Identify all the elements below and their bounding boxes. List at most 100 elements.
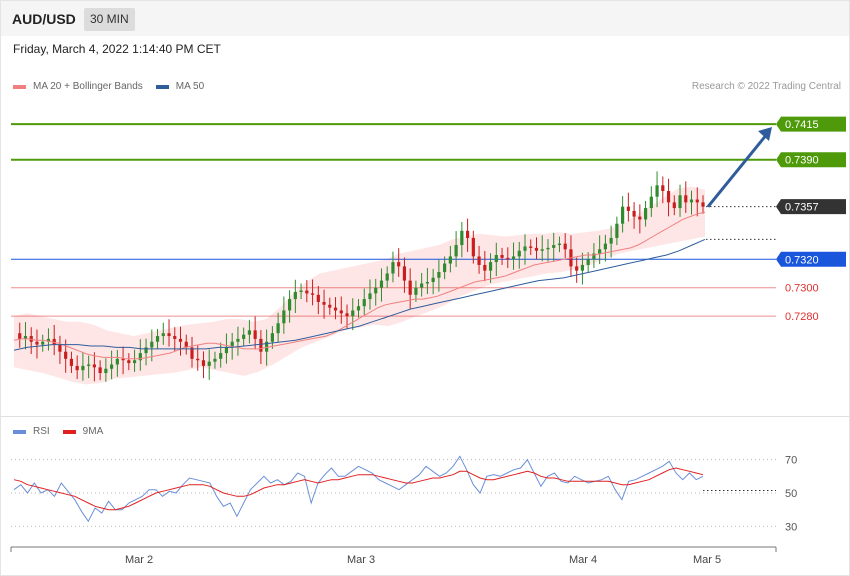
candle-body — [414, 287, 418, 295]
candle-body — [219, 353, 223, 359]
candle-body — [138, 353, 142, 361]
candle-body — [339, 310, 343, 314]
candle-body — [161, 333, 165, 337]
legend-item-9ma: 9MA — [62, 426, 104, 437]
candle-body — [127, 360, 131, 364]
candle-body — [115, 358, 119, 365]
candle-body — [500, 255, 504, 258]
candle-body — [701, 202, 705, 207]
candle-body — [443, 263, 447, 273]
candle-body — [362, 299, 366, 307]
level-label-1: 0.7390 — [785, 155, 819, 167]
candle-body — [483, 264, 487, 271]
candle-body — [460, 230, 464, 246]
candle-body — [575, 266, 579, 271]
rsi-tick-label-30: 30 — [785, 521, 797, 533]
legend-label-ma50: MA 50 — [175, 81, 205, 92]
candle-body — [448, 256, 452, 264]
ma20-line — [13, 211, 706, 360]
candle-body — [649, 196, 653, 209]
level-tag-0 — [776, 116, 846, 132]
candle-body — [695, 199, 699, 203]
candle-body — [603, 243, 607, 250]
level-label-5: 0.7280 — [785, 311, 819, 323]
candle-body — [397, 262, 401, 267]
rsi-tick-label-70: 70 — [785, 455, 797, 467]
legend-item-ma20: MA 20 + Bollinger Bands — [13, 81, 143, 92]
candle-body — [684, 195, 688, 203]
candle-body — [35, 341, 39, 345]
candle-body — [408, 280, 412, 295]
level-label-3: 0.7320 — [785, 254, 819, 266]
rsi-series-rsi — [13, 455, 704, 523]
candle-body — [276, 323, 280, 334]
x-tick-label-0: Mar 2 — [125, 554, 153, 566]
level-tag-1 — [776, 152, 846, 168]
ma50-line — [13, 238, 706, 351]
candle-body — [150, 341, 154, 348]
rsi-series-9ma — [13, 467, 704, 511]
candle-body — [322, 301, 326, 305]
candle-body — [563, 243, 567, 250]
candle-body — [557, 243, 562, 246]
timestamp: Friday, March 4, 2022 1:14:40 PM CET — [13, 42, 221, 56]
candle-body — [368, 293, 372, 300]
candle-body — [523, 246, 527, 251]
level-label-2: 0.7357 — [785, 202, 819, 214]
candle-body — [196, 358, 200, 361]
legend-label-9ma: 9MA — [82, 426, 104, 437]
candle-body — [678, 195, 682, 209]
candle-body — [333, 307, 338, 311]
candle-body — [431, 277, 435, 283]
candle-body — [351, 310, 355, 317]
x-tick-label-1: Mar 3 — [347, 554, 375, 566]
candle-body — [420, 283, 424, 288]
candle-body — [104, 368, 108, 374]
candle-body — [224, 347, 229, 354]
candle-body — [592, 253, 596, 260]
price-legend: MA 20 + Bollinger Bands MA 50 — [13, 81, 217, 92]
candle-body — [465, 230, 470, 238]
timeframe-badge[interactable]: 30 MIN — [84, 8, 135, 31]
candle-body — [259, 338, 263, 352]
candle-body — [299, 290, 303, 292]
candle-body — [580, 264, 585, 271]
legend-swatch-ma50 — [155, 84, 169, 89]
candle-body — [374, 287, 378, 294]
candle-body — [110, 364, 114, 369]
candle-body — [144, 347, 148, 354]
candle-body — [598, 249, 602, 254]
panel-divider — [1, 416, 849, 417]
candle-body — [201, 360, 206, 366]
candle-body — [666, 191, 671, 203]
candle-body — [546, 247, 550, 250]
candle-body — [207, 361, 211, 366]
candle-body — [661, 185, 665, 192]
candle-body — [379, 280, 384, 288]
level-tag-2 — [776, 199, 846, 215]
candle-body — [98, 367, 102, 374]
candle-body — [236, 338, 240, 342]
candle-body — [52, 338, 56, 345]
candle-body — [81, 365, 85, 371]
candle-body — [58, 344, 62, 352]
candle-body — [155, 336, 160, 342]
candle-body — [626, 206, 630, 211]
legend-label-ma20: MA 20 + Bollinger Bands — [33, 81, 143, 92]
candle-body — [64, 351, 68, 359]
candle-body — [425, 282, 429, 284]
candle-body — [511, 256, 516, 260]
candle-body — [552, 245, 556, 248]
candle-body — [488, 262, 493, 271]
candle-body — [385, 273, 389, 281]
candle-body — [132, 360, 137, 364]
candle-body — [672, 202, 676, 209]
candle-body — [494, 255, 498, 263]
candle-body — [173, 336, 177, 339]
legend-item-ma50: MA 50 — [155, 81, 205, 92]
candle-body — [293, 291, 297, 300]
rsi-legend: RSI 9MA — [13, 426, 116, 437]
candle-body — [265, 341, 269, 352]
candle-body — [437, 272, 441, 278]
level-label-0: 0.7415 — [785, 119, 819, 131]
